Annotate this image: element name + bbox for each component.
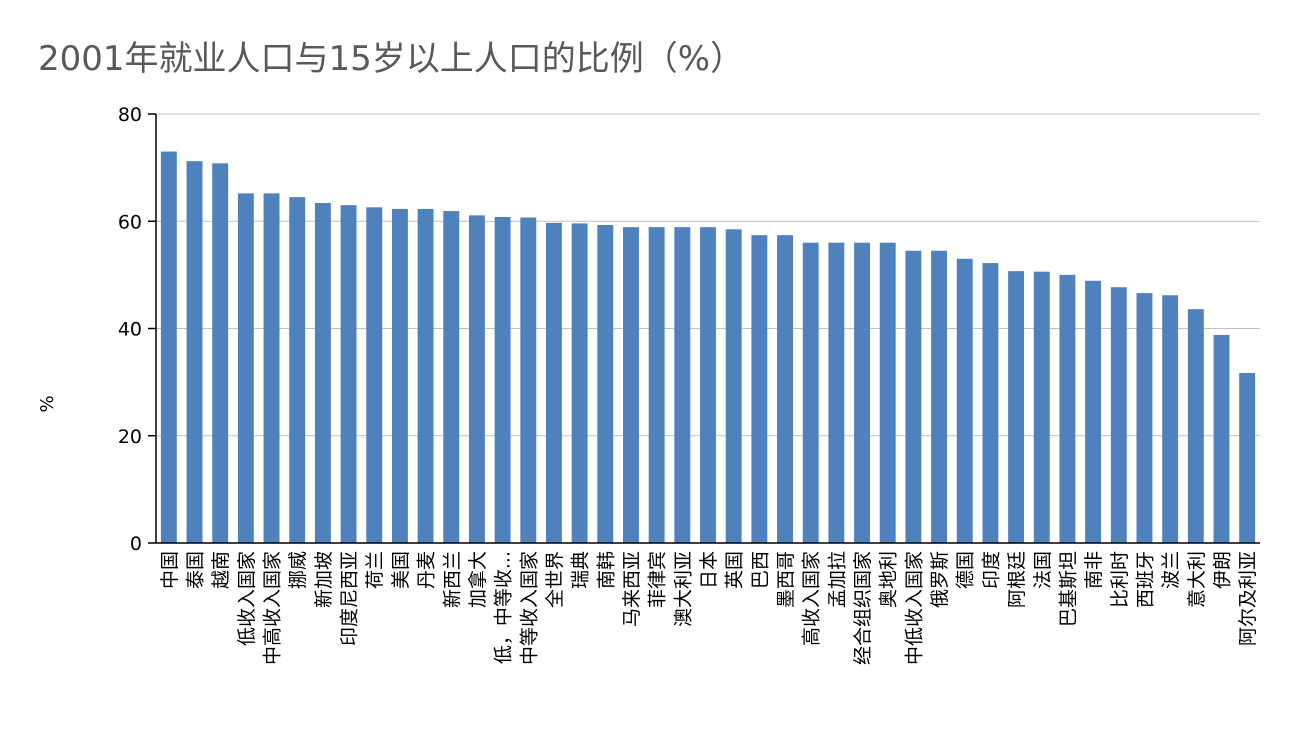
bar <box>212 163 229 543</box>
category-label: 中高收入国家 <box>262 551 284 665</box>
category-label: 挪威 <box>287 551 309 589</box>
category-label: 低收入国家 <box>236 551 258 646</box>
bar <box>725 229 742 543</box>
y-tick-label: 0 <box>130 533 142 555</box>
category-label: 日本 <box>698 551 720 589</box>
bar <box>520 217 537 543</box>
category-label: 阿根廷 <box>1006 551 1028 608</box>
bar-series <box>160 151 1256 544</box>
y-tick-label: 40 <box>118 319 142 341</box>
category-label: 伊朗 <box>1211 551 1233 589</box>
category-label: 美国 <box>390 551 412 589</box>
bar <box>956 258 973 543</box>
bar <box>340 205 357 543</box>
bar <box>468 215 485 543</box>
y-tick-labels: 0 20 40 60 80 <box>118 104 142 555</box>
category-label: 中国 <box>159 551 181 589</box>
bar <box>931 250 948 543</box>
category-label: 英国 <box>724 551 746 589</box>
bar <box>674 227 691 543</box>
bar <box>160 151 177 543</box>
category-label: 西班牙 <box>1134 551 1156 608</box>
bar <box>263 193 280 544</box>
category-label: 新西兰 <box>441 551 463 608</box>
category-label: 俄罗斯 <box>929 551 951 608</box>
category-label: 新加坡 <box>313 551 335 608</box>
bar <box>443 211 460 543</box>
bar <box>186 161 203 543</box>
category-label: 奥地利 <box>878 551 900 608</box>
category-label: 菲律宾 <box>647 551 669 608</box>
category-label: 荷兰 <box>364 551 386 589</box>
bar <box>777 235 793 543</box>
category-label: 法国 <box>1032 551 1054 589</box>
bar <box>494 216 511 543</box>
category-label: 阿尔及利亚 <box>1237 551 1259 646</box>
bar <box>366 207 383 543</box>
category-label: 比利时 <box>1109 551 1131 608</box>
category-label: 孟加拉 <box>826 551 848 608</box>
axes <box>148 113 1260 544</box>
category-label: 巴基斯坦 <box>1057 551 1079 627</box>
category-label: 丹麦 <box>416 551 438 589</box>
category-label: 中等收入国家 <box>518 551 540 665</box>
category-label: 越南 <box>210 551 232 589</box>
y-tick-label: 60 <box>118 211 142 233</box>
bar <box>982 263 999 543</box>
bar <box>1162 295 1179 543</box>
bar <box>417 208 434 543</box>
category-label: 波兰 <box>1160 551 1182 589</box>
bar <box>879 242 896 543</box>
bar <box>1110 287 1127 543</box>
bar <box>1239 373 1256 543</box>
bar <box>751 235 768 543</box>
category-label: 印度尼西亚 <box>339 551 361 646</box>
bar <box>905 250 922 543</box>
category-label: 德国 <box>955 551 977 589</box>
bar <box>1085 280 1102 543</box>
y-tick-label: 80 <box>118 104 142 126</box>
bar <box>391 208 408 543</box>
category-label: 高收入国家 <box>801 551 823 646</box>
y-axis-label: % <box>37 395 58 412</box>
category-label: 全世界 <box>544 551 566 608</box>
category-label: 低，中等收... <box>493 551 515 664</box>
bar <box>597 225 614 543</box>
bar <box>289 197 306 543</box>
bar <box>700 227 716 543</box>
category-label: 泰国 <box>185 551 207 589</box>
bar <box>545 222 562 543</box>
category-label: 马来西亚 <box>621 551 643 627</box>
bar <box>623 227 639 543</box>
category-label: 南非 <box>1083 551 1105 589</box>
category-label: 澳大利亚 <box>672 551 694 627</box>
bar <box>237 193 254 544</box>
bar <box>1033 271 1050 543</box>
bar <box>648 227 665 543</box>
category-label: 巴西 <box>749 551 771 589</box>
category-label: 经合组织国家 <box>852 551 874 665</box>
bar <box>1008 271 1025 543</box>
bar <box>828 242 845 543</box>
chart-title: 2001年就业人口与15岁以上人口的比例（%） <box>38 39 744 79</box>
y-tick-label: 20 <box>118 426 142 448</box>
category-label: 中低收入国家 <box>903 551 925 665</box>
category-label: 墨西哥 <box>775 551 797 608</box>
bar <box>1059 274 1076 543</box>
category-labels: 中国 泰国 越南 低收入国家 中高收入国家 挪威 新加坡 印度尼西亚 荷兰 美国 丹麦 新西兰 加拿大低… <box>159 551 1259 665</box>
category-label: 意大利 <box>1186 551 1208 608</box>
category-label: 南韩 <box>595 551 617 589</box>
category-label: 瑞典 <box>570 551 592 589</box>
bar <box>1187 309 1204 543</box>
bar <box>314 203 331 543</box>
bar <box>1213 334 1230 543</box>
category-label: 加拿大 <box>466 551 489 608</box>
bar <box>571 223 588 543</box>
bar <box>854 242 871 543</box>
category-label: 印度 <box>980 551 1002 589</box>
bar <box>802 242 819 543</box>
bar <box>1136 293 1153 543</box>
